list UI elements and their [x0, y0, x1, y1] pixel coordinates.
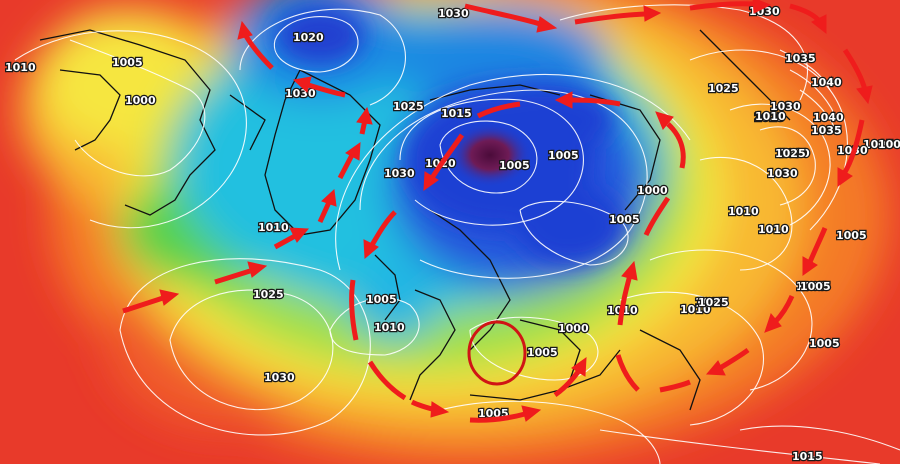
pressure-label: 1030: [264, 371, 295, 384]
pressure-label: 1035: [785, 52, 816, 65]
pressure-label: 1030: [438, 7, 469, 20]
pressure-label: 1025: [708, 82, 739, 95]
pressure-label: 1005: [878, 138, 900, 151]
siberia-arc-arrow: [659, 3, 873, 393]
pressure-label: 1030: [767, 167, 798, 180]
greenland-arc-arrow: [317, 106, 373, 224]
pressure-label: 1005: [796, 280, 827, 293]
europe-south-arc-arrow: [349, 279, 587, 423]
atlantic-jet-arrow: [122, 227, 310, 314]
pressure-label: 1020: [293, 31, 324, 44]
pressure-label: 1025: [393, 100, 424, 113]
pressure-label: 1005: [366, 293, 397, 306]
pressure-label: 1025: [698, 296, 729, 309]
pressure-label: 1015: [441, 107, 472, 120]
pressure-label: 1005: [527, 346, 558, 359]
pressure-label: 1030: [384, 167, 415, 180]
isobars: [14, 4, 900, 464]
pressure-label: 1005: [836, 229, 867, 242]
pressure-label: 1010: [5, 61, 36, 74]
pressure-label: 1030: [285, 87, 316, 100]
pressure-label: 1030: [770, 100, 801, 113]
pressure-label: 1040: [811, 76, 842, 89]
pressure-label: 1025: [695, 296, 726, 309]
pressure-label: 1010: [374, 321, 405, 334]
scandinavia-arc-arrow: [363, 91, 686, 392]
pressure-label: 1005: [548, 149, 579, 162]
pressure-label: 1025: [754, 111, 785, 124]
pressure-label: 1005: [609, 213, 640, 226]
north-america-arc-arrow: [237, 20, 346, 98]
flow-arrows: [122, 0, 873, 423]
pressure-label: 1010: [680, 303, 711, 316]
highlight-circle: [467, 320, 527, 386]
pressure-label: 1030: [779, 147, 810, 160]
pressure-label: 1005: [112, 56, 143, 69]
pressure-label: 1040: [813, 111, 844, 124]
pressure-label: 1000: [558, 322, 589, 335]
pressure-label: 1005: [800, 280, 831, 293]
pressure-label: 1025: [775, 147, 806, 160]
pressure-label: 1005: [809, 337, 840, 350]
pressure-label: 1010: [755, 110, 786, 123]
pressure-label: 1005: [499, 159, 530, 172]
pressure-label: 1010: [758, 223, 789, 236]
pressure-label: 1010: [728, 205, 759, 218]
arctic-top-arc-arrow: [464, 0, 772, 33]
pressure-label: 1000: [125, 94, 156, 107]
pressure-labels: 1030 1020 1005 1000 1030 1025 1015 1005 …: [4, 4, 900, 464]
pressure-label: 1000: [637, 184, 668, 197]
pressure-label: 1005: [863, 138, 894, 151]
pressure-label: 1025: [253, 288, 284, 301]
pressure-label: 1035: [811, 124, 842, 137]
pressure-label: 1010: [258, 221, 289, 234]
pressure-label: 1015: [792, 450, 823, 463]
